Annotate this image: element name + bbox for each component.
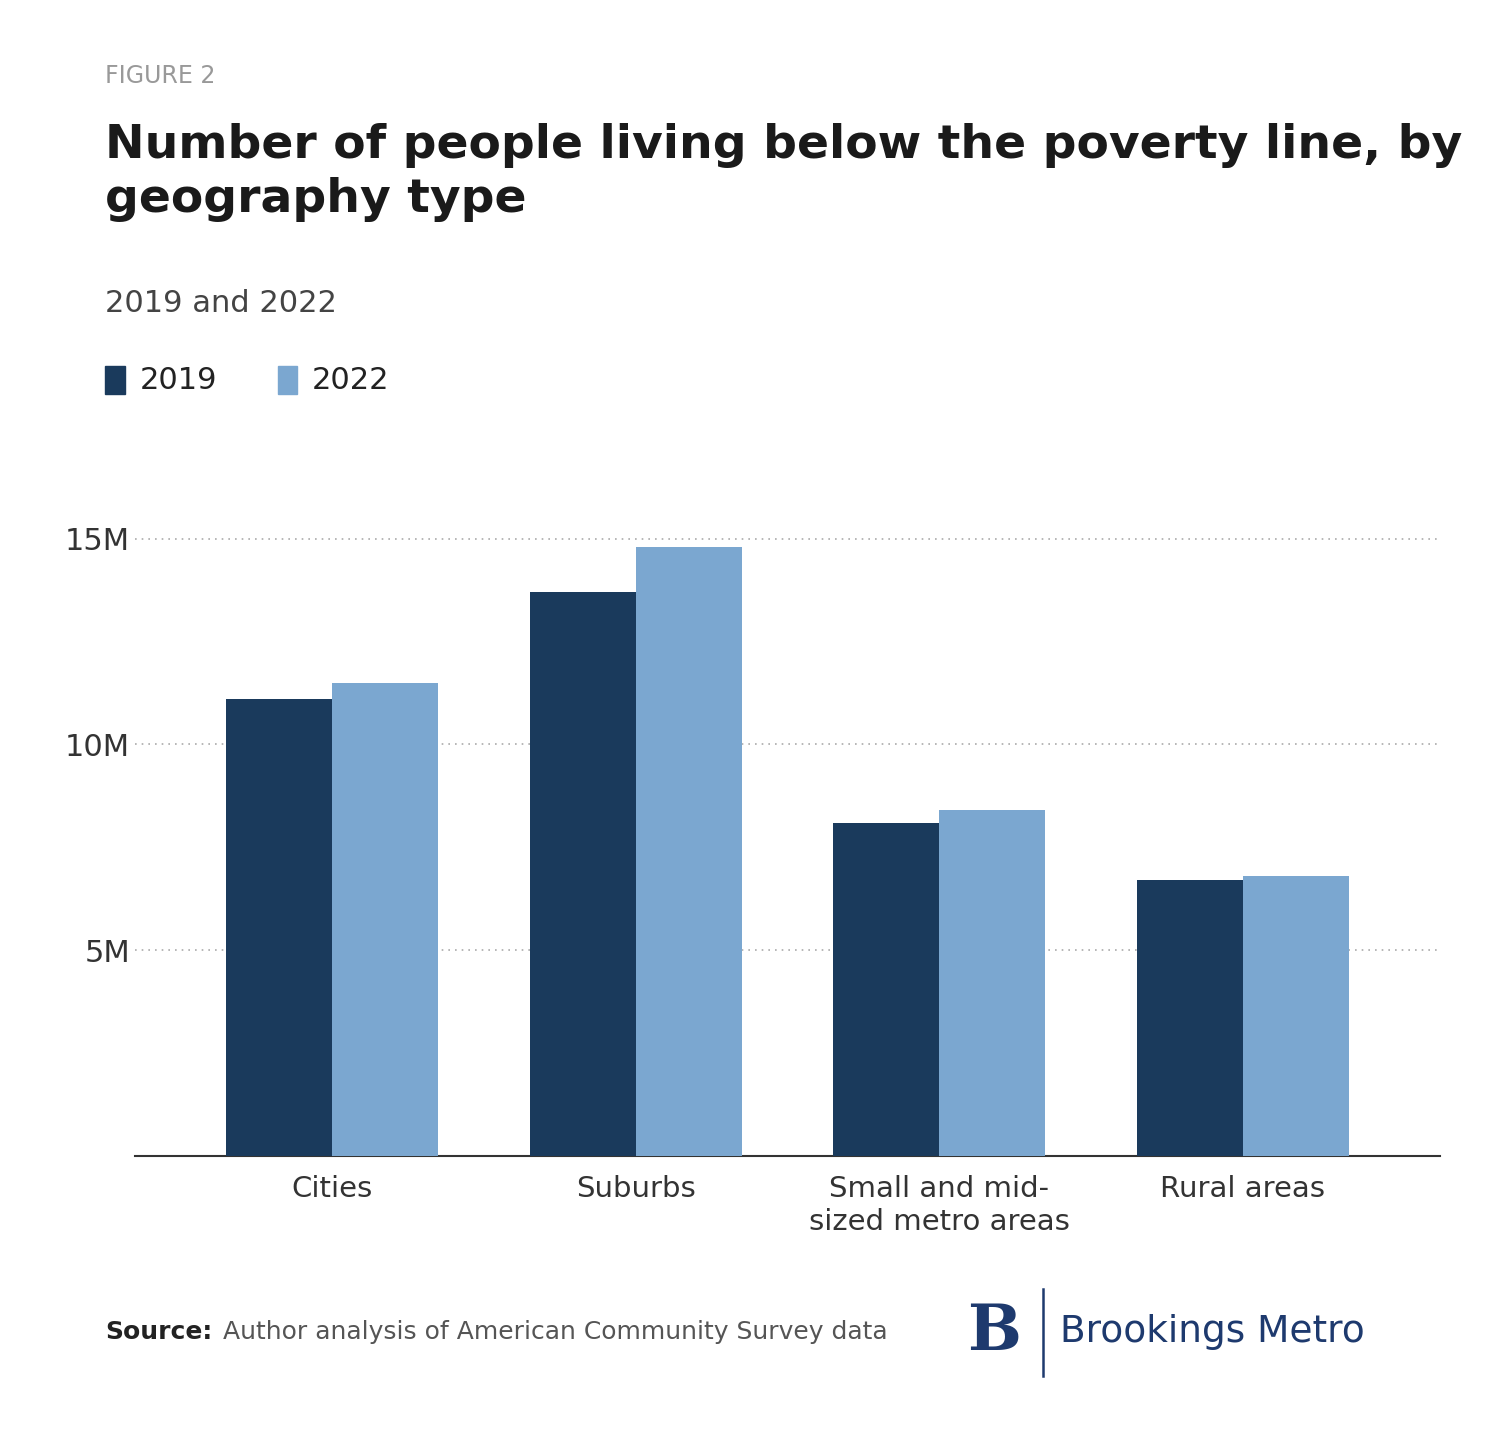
Bar [530,592,636,1156]
Text: Source:: Source: [105,1321,213,1344]
Text: FIGURE 2: FIGURE 2 [105,64,216,88]
Text: 2022: 2022 [312,366,390,394]
Text: 2019: 2019 [140,366,218,394]
Text: Author analysis of American Community Survey data: Author analysis of American Community Su… [214,1321,886,1344]
Bar [226,699,333,1156]
Bar [333,682,438,1156]
Bar [833,822,939,1156]
Bar [1137,880,1242,1156]
Text: B: B [968,1302,1022,1363]
Bar [939,811,1046,1156]
Text: Brookings Metro: Brookings Metro [1060,1315,1365,1350]
Text: 2019 and 2022: 2019 and 2022 [105,289,338,318]
Text: Number of people living below the poverty line, by
geography type: Number of people living below the povert… [105,123,1462,221]
Bar [1242,876,1348,1156]
Bar [636,546,742,1156]
